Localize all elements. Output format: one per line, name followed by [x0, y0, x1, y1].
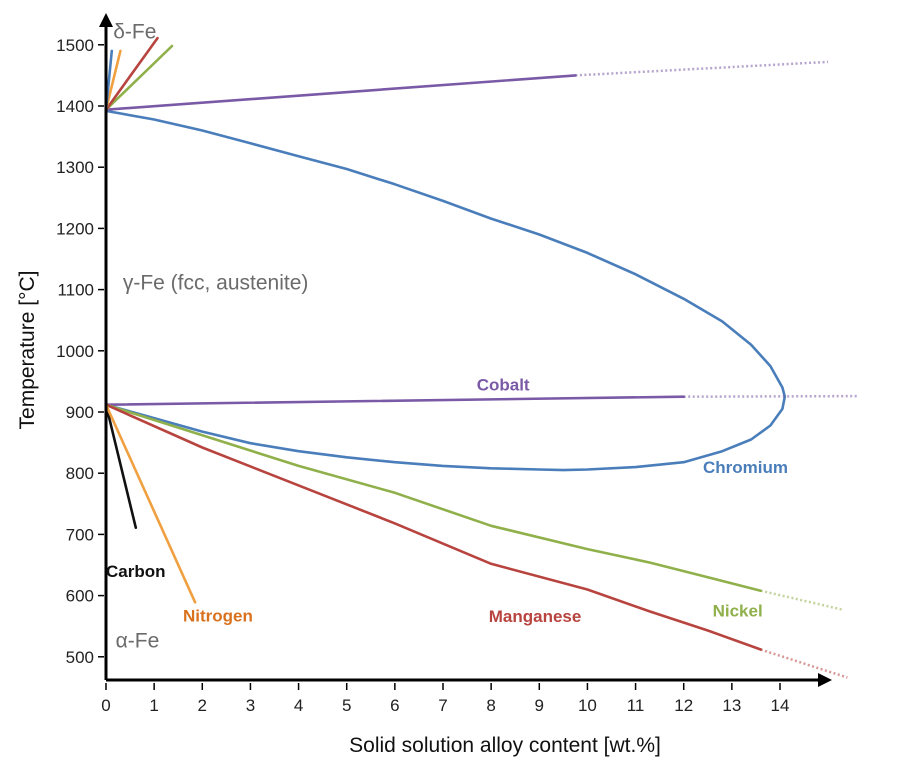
x-tick-label: 2 [198, 696, 207, 715]
series-nickel-line [104, 44, 174, 111]
x-tick-label: 9 [535, 696, 544, 715]
y-tick-label: 500 [66, 648, 94, 667]
x-tick-label: 5 [342, 696, 351, 715]
series-chromium-line [104, 109, 787, 472]
x-tick-label: 3 [246, 696, 255, 715]
x-tick-label: 7 [438, 696, 447, 715]
series-label-manganese: Manganese [489, 607, 582, 626]
series-manganese-line [104, 36, 159, 111]
y-tick-label: 1500 [56, 36, 94, 55]
phase-label-fe: α-Fe [116, 630, 160, 653]
series-cobalt-dotted-extension [683, 394, 858, 398]
y-tick-label: 1100 [57, 281, 94, 300]
series-nitrogen-line [104, 403, 197, 604]
y-tick-label: 1400 [56, 97, 94, 116]
labels-layer: δ-Fe γ-Fe (fcc, austenite) α-Fe Chromium Cob… [106, 21, 788, 653]
series-nitrogen-line [104, 49, 122, 111]
y-axis-arrow-icon [99, 13, 113, 27]
phase-label-fe: δ-Fe [113, 21, 156, 44]
series-cobalt-line [104, 74, 577, 111]
x-tick-label: 11 [627, 696, 645, 715]
series-nickel-line [104, 403, 763, 593]
series-manganese-line [104, 403, 763, 651]
x-tick-label: 14 [771, 696, 790, 715]
x-tick-label: 8 [486, 696, 495, 715]
x-tick-label: 6 [390, 696, 399, 715]
series-nickel-dotted-extension [760, 589, 843, 611]
x-tick-label: 4 [294, 696, 303, 715]
series-carbon-line [104, 403, 138, 530]
x-tick-label: 1 [149, 696, 158, 715]
series-cobalt-line [104, 395, 686, 407]
series-label-carbon: Carbon [106, 562, 166, 581]
series-label-cobalt: Cobalt [477, 376, 530, 395]
x-tick-label: 13 [722, 696, 741, 715]
series-cobalt-dotted-extension [575, 60, 829, 77]
series-layer [104, 36, 858, 679]
series-label-nickel: Nickel [713, 601, 763, 620]
series-label-nitrogen: Nitrogen [183, 606, 253, 625]
y-tick-label: 1200 [56, 219, 94, 238]
y-tick-label: 600 [66, 587, 94, 606]
y-tick-label: 1300 [56, 158, 94, 177]
x-tick-label: 10 [578, 696, 597, 715]
y-tick-label: 700 [66, 525, 94, 544]
y-axis-title: Temperature [°C] [16, 271, 39, 430]
y-tick-label: 900 [66, 403, 94, 422]
series-manganese-dotted-extension [760, 648, 848, 679]
series-label-chromium: Chromium [703, 458, 788, 477]
ticks-layer: 0 1 2 3 4 5 6 7 8 9 10 11 12 13 1450060070080090010001… [56, 36, 789, 715]
x-axis-arrow-icon [818, 673, 832, 687]
axes-layer [99, 13, 832, 687]
x-tick-label: 0 [101, 696, 110, 715]
phase-label-fe-fcc-austenite: γ-Fe (fcc, austenite) [123, 272, 309, 295]
x-tick-label: 12 [674, 696, 693, 715]
y-tick-label: 800 [66, 464, 94, 483]
x-axis-title: Solid solution alloy content [wt.%] [349, 734, 661, 757]
y-tick-label: 1000 [56, 342, 94, 361]
